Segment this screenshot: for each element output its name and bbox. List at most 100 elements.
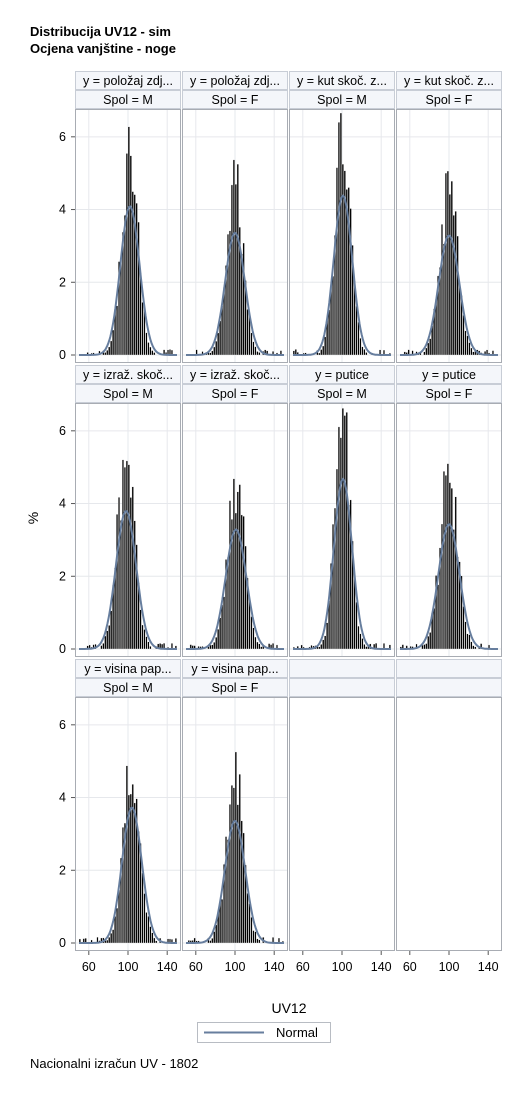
histogram-bar <box>351 540 354 650</box>
histogram-bar <box>118 889 121 944</box>
histogram-bar <box>357 625 360 650</box>
panel-header-y-label: y = kut skoč. z... <box>404 74 494 88</box>
histogram-bar <box>123 822 126 944</box>
x-tick-label: 140 <box>478 960 499 974</box>
histogram-bar <box>125 460 128 650</box>
panel-header-sex-bg <box>182 678 288 697</box>
histogram-bar <box>349 208 352 356</box>
histogram-bar <box>219 617 222 650</box>
histogram-bar <box>211 938 214 944</box>
histogram-bar <box>343 415 346 650</box>
histogram-bar <box>250 917 253 944</box>
histogram-bar <box>106 630 109 650</box>
histogram-bar <box>225 265 228 356</box>
normal-curve <box>79 509 177 650</box>
histogram-bar <box>330 563 333 650</box>
chart-footnote: Nacionalni izračun UV - 1802 <box>30 1056 199 1071</box>
panel-header-sex-bg <box>289 678 395 697</box>
histogram-bar <box>127 464 130 650</box>
histogram-bar <box>106 939 109 944</box>
panel-header-y-label: y = putice <box>422 368 476 382</box>
x-tick-label: 140 <box>371 960 392 974</box>
histogram-bar <box>252 341 255 356</box>
chart-title-line-2: Ocjena vanjštine - noge <box>30 41 176 56</box>
chart-title-line-1: Distribucija UV12 - sim <box>30 24 171 39</box>
panel-header-sex-label: Spol = F <box>212 387 259 401</box>
histogram-bar <box>135 798 138 944</box>
histogram-bar <box>133 520 136 650</box>
histogram-bar <box>446 170 449 356</box>
histogram-bar <box>464 330 467 356</box>
x-tick-label: 100 <box>332 960 353 974</box>
histogram-bar <box>347 187 350 356</box>
histogram-bar <box>118 497 121 650</box>
histogram-bar <box>450 487 453 650</box>
normal-curve <box>186 819 284 944</box>
histogram-bar <box>437 275 440 356</box>
histogram-bar <box>236 491 239 650</box>
y-tick-label: 0 <box>59 936 66 950</box>
histogram-bar <box>118 261 121 356</box>
histogram-bar <box>423 644 426 650</box>
panel-header-y-label: y = visina pap... <box>84 662 171 676</box>
normal-curve <box>79 204 177 356</box>
histogram-bar <box>474 646 477 650</box>
panel-header-sex-label: Spol = F <box>212 681 259 695</box>
histogram-bar <box>238 226 241 356</box>
normal-curve <box>186 231 284 356</box>
histogram-bar <box>100 645 103 650</box>
histogram-bar <box>112 929 115 944</box>
panel-header-sex-bg <box>289 90 395 109</box>
histogram-bar <box>258 939 261 944</box>
normal-curve <box>400 523 498 650</box>
histogram-bar <box>151 932 154 944</box>
y-tick-label: 2 <box>59 569 66 583</box>
y-tick-label: 6 <box>59 718 66 732</box>
panel-header-y-bg <box>75 365 181 384</box>
histogram-bar <box>244 864 247 944</box>
histogram-bar <box>256 938 259 944</box>
histogram-bar <box>149 926 152 944</box>
histogram-bar <box>355 601 358 650</box>
y-tick-label: 2 <box>59 863 66 877</box>
y-tick-label: 6 <box>59 424 66 438</box>
histogram-bar <box>326 622 329 650</box>
y-tick-label: 6 <box>59 130 66 144</box>
histogram-bar <box>333 507 336 650</box>
histogram-bar <box>359 338 362 356</box>
histogram-bar <box>129 155 132 356</box>
histogram-bar <box>335 167 338 356</box>
y-tick-label: 2 <box>59 275 66 289</box>
histogram-bar <box>361 638 364 650</box>
histogram-bar <box>440 224 443 356</box>
histogram-bar <box>211 644 214 650</box>
histogram-bar <box>341 408 344 650</box>
histogram-bar <box>153 352 156 356</box>
histogram-bar <box>213 931 216 944</box>
histogram-bar <box>108 346 111 356</box>
panel-header-y-bg <box>289 71 395 90</box>
histogram-bar <box>228 500 231 650</box>
histogram-bar <box>149 346 152 356</box>
histogram-bar <box>121 231 124 356</box>
panel-header-y-bg <box>182 659 288 678</box>
histogram-bar <box>365 352 368 356</box>
x-tick-label: 100 <box>225 960 246 974</box>
histogram-bar <box>328 309 331 356</box>
histogram-bar <box>427 636 430 650</box>
histogram-bar <box>104 352 107 356</box>
histogram-bar <box>106 350 109 356</box>
histogram-bar <box>143 629 146 650</box>
histogram-bar <box>349 499 352 650</box>
histogram-bar <box>116 907 119 944</box>
histogram-bar <box>147 641 150 650</box>
histogram-bar <box>119 857 122 944</box>
histogram-bar <box>100 937 103 944</box>
histogram-bar <box>460 575 463 650</box>
histogram-bar <box>337 426 340 650</box>
histogram-bar <box>123 466 126 650</box>
histogram-bar <box>240 514 243 650</box>
histogram-panel-chart: y = položaj zdj... Spol = M y = položaj zd… <box>25 71 502 1043</box>
histogram-bar <box>252 930 255 944</box>
histogram-bar <box>448 194 451 356</box>
